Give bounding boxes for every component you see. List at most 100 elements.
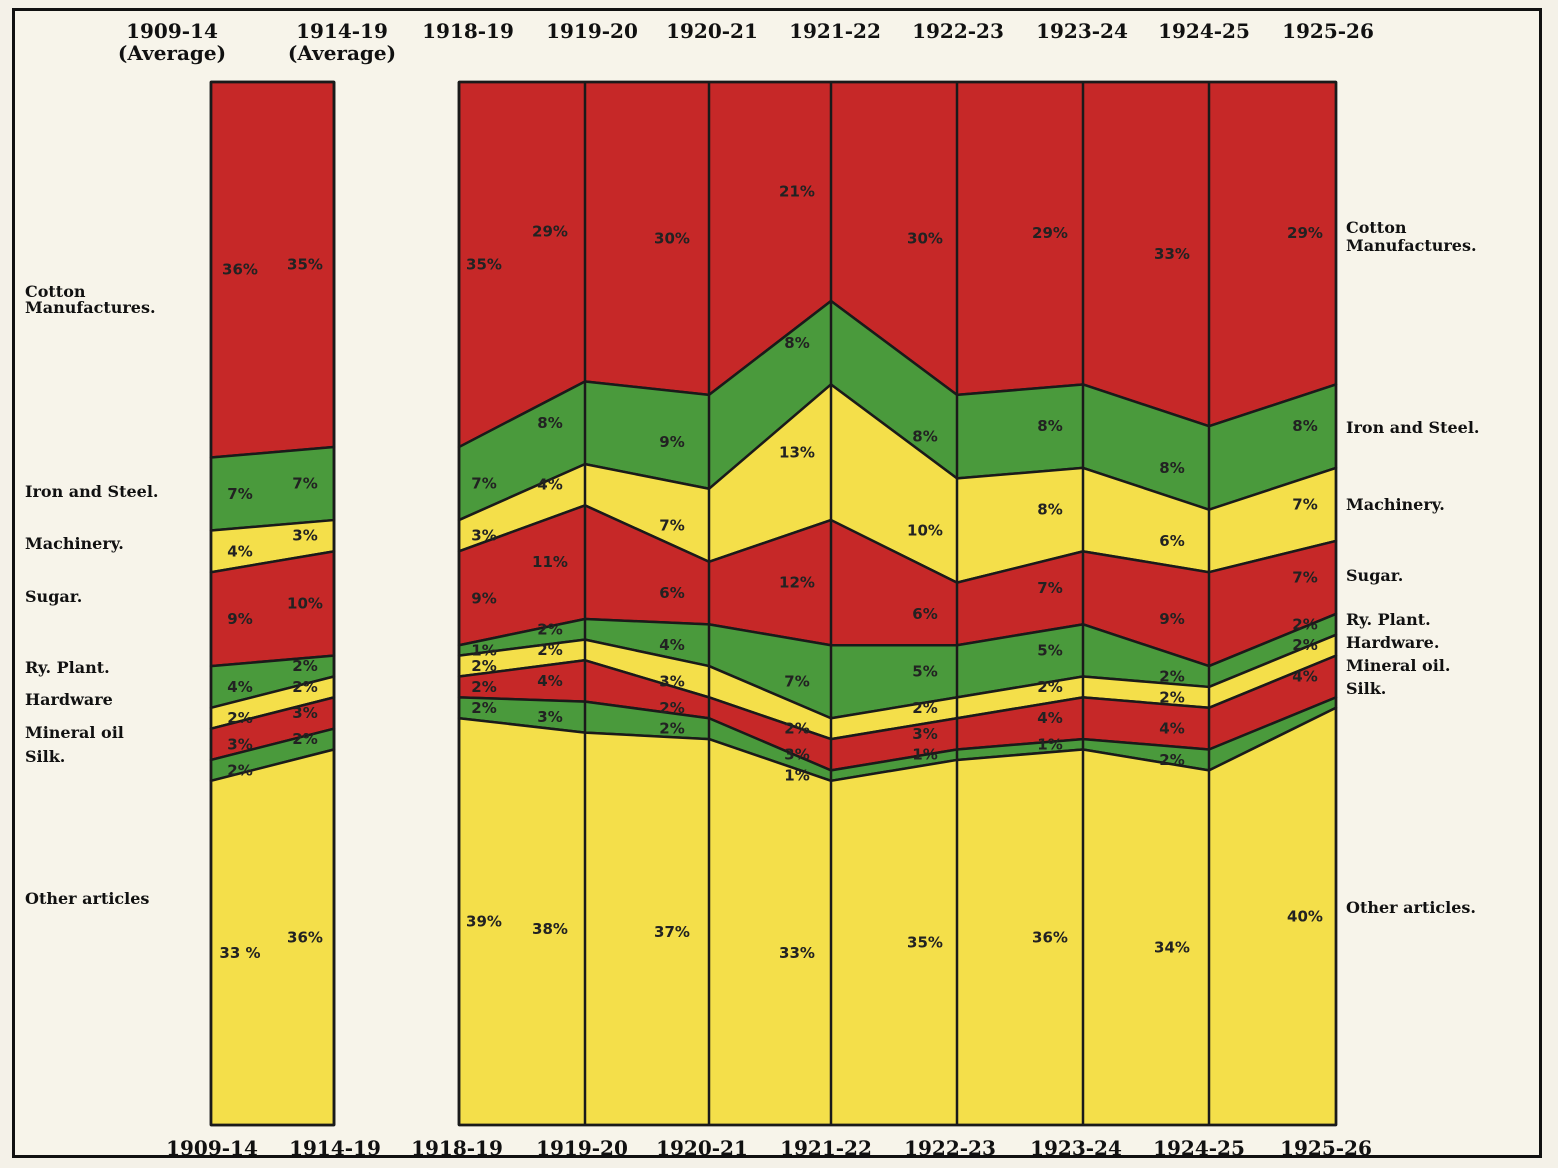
- top-average-label: (Average): [118, 41, 226, 65]
- right-legend-label: Sugar.: [1346, 566, 1403, 585]
- data-label-2-1918-19: 7%: [471, 475, 496, 493]
- data-label-4-1914-19: 10%: [287, 595, 323, 613]
- bottom-year-label: 1909-14: [166, 1136, 258, 1160]
- data-label-7-1909-14: 3%: [227, 735, 252, 753]
- top-average-label: (Average): [288, 41, 396, 65]
- data-label-4-1923-24: 7%: [1037, 579, 1062, 597]
- data-label-7-1925-26: 4%: [1292, 668, 1317, 686]
- data-label-1-1922-23: 30%: [907, 229, 943, 247]
- data-label-1-1920-21: 30%: [654, 229, 690, 247]
- data-label-5-1924-25: 2%: [1159, 668, 1184, 686]
- data-label-4-1922-23: 6%: [912, 605, 937, 623]
- data-label-5-1919-20: 2%: [537, 620, 562, 638]
- data-label-3-1921-22: 13%: [779, 443, 815, 461]
- data-label-9-1909-14: 33 %: [219, 944, 260, 962]
- data-label-9-1923-24: 36%: [1032, 928, 1068, 946]
- top-year-label: 1925-26: [1282, 19, 1374, 43]
- data-label-7-1920-21: 2%: [659, 699, 684, 717]
- data-label-2-1919-20: 8%: [537, 414, 562, 432]
- data-label-9-1921-22: 33%: [779, 944, 815, 962]
- data-label-1-1924-25: 33%: [1154, 245, 1190, 263]
- data-label-1-1919-20: 29%: [532, 223, 568, 241]
- data-label-4-1909-14: 9%: [227, 610, 252, 628]
- data-label-5-1909-14: 4%: [227, 678, 252, 696]
- left-legend-label: Ry. Plant.: [25, 658, 110, 677]
- data-label-6-1918-19: 2%: [471, 657, 496, 675]
- bottom-year-label: 1921-22: [780, 1136, 872, 1160]
- top-year-label: 1920-21: [666, 19, 758, 43]
- data-label-5-1925-26: 2%: [1292, 615, 1317, 633]
- right-legend-label: Hardware.: [1346, 633, 1439, 652]
- top-year-label: 1923-24: [1036, 19, 1128, 43]
- data-label-4-1921-22: 12%: [779, 574, 815, 592]
- data-label-4-1920-21: 6%: [659, 584, 684, 602]
- top-year-label: 1909-14: [126, 19, 218, 43]
- data-label-5-1921-22: 7%: [784, 673, 809, 691]
- right-legend-label: Ry. Plant.: [1346, 610, 1431, 629]
- left-legend-label: Iron and Steel.: [25, 482, 159, 501]
- data-label-6-1922-23: 2%: [912, 699, 937, 717]
- data-label-8-1922-23: 1%: [912, 746, 937, 764]
- data-label-9-1922-23: 35%: [907, 933, 943, 951]
- data-label-2-1923-24: 8%: [1037, 417, 1062, 435]
- data-label-3-1925-26: 7%: [1292, 495, 1317, 513]
- data-label-7-1919-20: 4%: [537, 672, 562, 690]
- data-label-7-1914-19: 3%: [292, 704, 317, 722]
- data-label-4-1924-25: 9%: [1159, 610, 1184, 628]
- data-label-8-1920-21: 2%: [659, 720, 684, 738]
- data-label-7-1922-23: 3%: [912, 725, 937, 743]
- data-label-4-1918-19: 9%: [471, 589, 496, 607]
- data-label-1-1925-26: 29%: [1287, 224, 1323, 242]
- data-label-5-1918-19: 1%: [471, 641, 496, 659]
- data-label-8-1919-20: 3%: [537, 708, 562, 726]
- data-label-8-1923-24: 1%: [1037, 735, 1062, 753]
- data-label-9-1918-19: 39%: [466, 913, 502, 931]
- data-label-1-1914-19: 35%: [287, 256, 323, 274]
- data-label-6-1923-24: 2%: [1037, 678, 1062, 696]
- data-label-5-1920-21: 4%: [659, 636, 684, 654]
- data-label-7-1924-25: 4%: [1159, 720, 1184, 738]
- data-label-5-1914-19: 2%: [292, 657, 317, 675]
- left-legend-label: Hardware: [25, 690, 113, 709]
- data-label-6-1920-21: 3%: [659, 673, 684, 691]
- data-label-6-1919-20: 2%: [537, 641, 562, 659]
- bottom-year-label: 1919-20: [536, 1136, 628, 1160]
- data-label-8-1909-14: 2%: [227, 761, 252, 779]
- data-label-2-1909-14: 7%: [227, 485, 252, 503]
- data-label-3-1924-25: 6%: [1159, 532, 1184, 550]
- data-label-3-1922-23: 10%: [907, 521, 943, 539]
- left-legend-label: Sugar.: [25, 587, 82, 606]
- data-label-7-1921-22: 3%: [784, 746, 809, 764]
- left-legend-label: Mineral oil: [25, 723, 124, 742]
- top-year-label: 1921-22: [789, 19, 881, 43]
- bottom-year-label: 1918-19: [411, 1136, 503, 1160]
- right-legend-label: Machinery.: [1346, 495, 1445, 514]
- data-label-1-1909-14: 36%: [222, 261, 258, 279]
- data-label-6-1924-25: 2%: [1159, 688, 1184, 706]
- top-year-label: 1924-25: [1158, 19, 1250, 43]
- right-legend-label: Iron and Steel.: [1346, 418, 1480, 437]
- bottom-year-label: 1914-19: [289, 1136, 381, 1160]
- bottom-year-label: 1922-23: [904, 1136, 996, 1160]
- data-label-7-1923-24: 4%: [1037, 709, 1062, 727]
- top-year-label: 1914-19: [296, 19, 388, 43]
- right-legend-label: Mineral oil.: [1346, 656, 1450, 675]
- data-label-2-1914-19: 7%: [292, 475, 317, 493]
- data-label-2-1920-21: 9%: [659, 433, 684, 451]
- data-label-3-1918-19: 3%: [471, 527, 496, 545]
- data-label-9-1914-19: 36%: [287, 928, 323, 946]
- data-label-6-1921-22: 2%: [784, 720, 809, 738]
- bottom-year-label: 1924-25: [1153, 1136, 1245, 1160]
- data-label-1-1921-22: 21%: [779, 183, 815, 201]
- band-other-articles: [457, 706, 1338, 1127]
- data-label-5-1923-24: 5%: [1037, 641, 1062, 659]
- data-label-9-1920-21: 37%: [654, 923, 690, 941]
- bottom-year-label: 1920-21: [656, 1136, 748, 1160]
- data-label-9-1919-20: 38%: [532, 920, 568, 938]
- left-legend-label: Machinery.: [25, 534, 124, 553]
- data-label-3-1919-20: 4%: [537, 476, 562, 494]
- data-label-4-1925-26: 7%: [1292, 568, 1317, 586]
- right-legend-label: Manufactures.: [1346, 236, 1477, 255]
- data-label-3-1923-24: 8%: [1037, 501, 1062, 519]
